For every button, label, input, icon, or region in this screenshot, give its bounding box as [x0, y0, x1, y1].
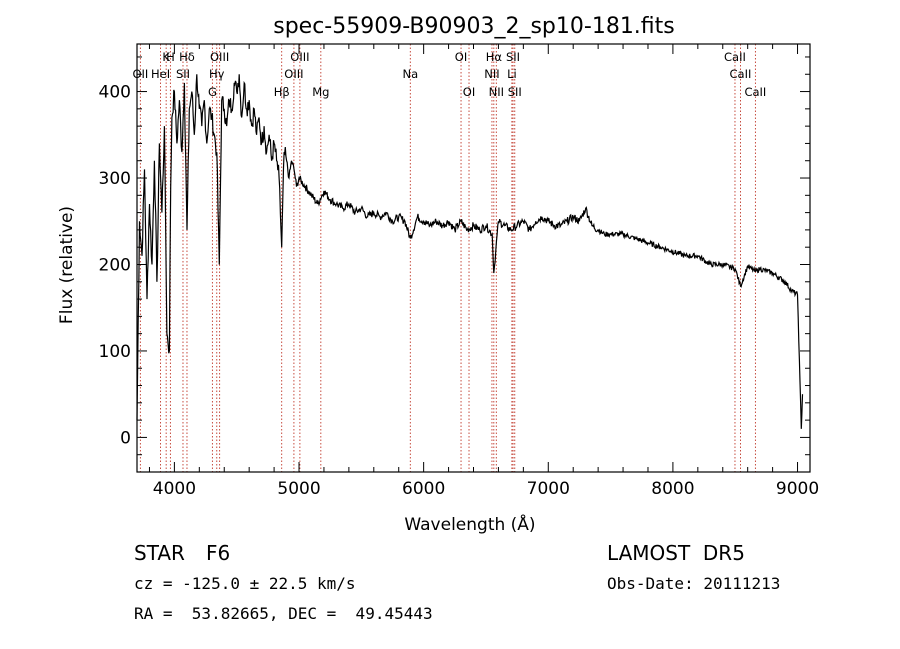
object-subclass: F6	[206, 541, 231, 565]
line-label-8: SII	[176, 67, 190, 81]
y-tick-label-4: 400	[99, 83, 131, 103]
line-label-24: CaII	[744, 85, 766, 99]
coordinates: RA = 53.82665, DEC = 49.45443	[134, 604, 433, 623]
redshift-velocity: cz = -125.0 ± 22.5 km/s	[134, 574, 356, 593]
line-label-11: OIII	[284, 67, 303, 81]
y-axis-label: Flux (relative)	[57, 206, 77, 324]
plot-frame	[136, 43, 811, 473]
line-label-4: Hβ	[274, 85, 290, 99]
x-tick-label-2: 6000	[402, 479, 445, 499]
line-label-18: NII	[489, 85, 504, 99]
line-label-17: NII	[484, 67, 499, 81]
axis-ticks: 4000 5000 6000 7000 8000 9000 0 100 200 300 400	[99, 44, 819, 499]
line-label-20: SII	[506, 50, 520, 64]
line-label-5: Hα	[486, 50, 503, 64]
x-tick-label-1: 5000	[277, 479, 320, 499]
line-label-1: K	[162, 50, 170, 64]
spectrum-line	[136, 74, 804, 429]
y-tick-label-0: 0	[120, 428, 131, 448]
line-label-3: Hγ	[209, 67, 225, 81]
line-label-13: Mg	[312, 85, 329, 99]
line-label-21: SII	[508, 85, 522, 99]
line-label-19: Li	[507, 67, 517, 81]
line-label-23: CaII	[730, 67, 752, 81]
y-tick-label-2: 200	[99, 255, 131, 275]
x-tick-label-0: 4000	[153, 479, 196, 499]
line-label-10: G	[208, 85, 217, 99]
line-label-7: HeI	[151, 67, 170, 81]
spectral-line-markers	[139, 44, 756, 472]
x-tick-label-4: 8000	[651, 479, 694, 499]
survey-name: LAMOST DR5	[607, 541, 745, 565]
line-label-22: CaII	[724, 50, 746, 64]
x-axis-label: Wavelength (Å)	[404, 513, 535, 535]
chart-title: spec-55909-B90903_2_sp10-181.fits	[273, 14, 675, 39]
line-label-9: OIII	[210, 50, 229, 64]
line-label-16: OI	[463, 85, 475, 99]
line-label-14: Na	[402, 67, 418, 81]
x-tick-label-3: 7000	[527, 479, 570, 499]
x-tick-label-5: 9000	[776, 479, 819, 499]
line-label-2: H	[166, 50, 175, 64]
line-label-15: OI	[455, 50, 467, 64]
line-label-12: OIII	[290, 50, 309, 64]
y-tick-label-3: 300	[99, 169, 131, 189]
line-label-0: Hδ	[179, 50, 195, 64]
y-tick-label-1: 100	[99, 342, 131, 362]
observation-date: Obs-Date: 20111213	[607, 574, 781, 593]
object-class: STAR	[134, 541, 185, 565]
